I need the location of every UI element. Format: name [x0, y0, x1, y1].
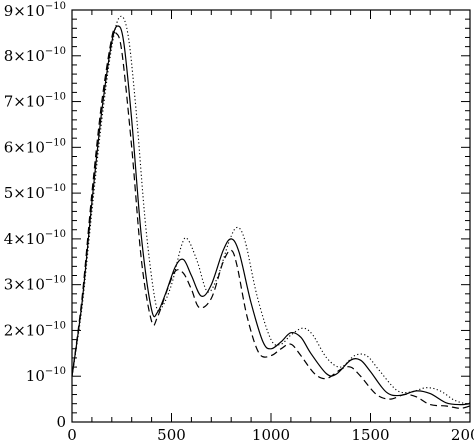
y-tick-label: 2×10−10 [4, 320, 66, 339]
x-tick-label: 1500 [351, 426, 389, 443]
series-line-solid [71, 25, 471, 406]
y-tick-label: 4×10−10 [4, 229, 66, 248]
x-tick-label: 0 [67, 426, 77, 443]
y-tick-label: 0 [56, 413, 66, 431]
plot-border [71, 9, 471, 423]
x-tick-label: 2000 [451, 426, 474, 443]
curves [71, 15, 471, 409]
series-line-dashed [71, 29, 471, 409]
y-tick-label: 8×10−10 [4, 46, 66, 65]
plot-frame [71, 9, 471, 423]
x-axis: 0 500 1000 1500 2000 [67, 10, 474, 443]
x-tick-label: 1000 [252, 426, 290, 443]
y-tick-label: 6×10−10 [4, 137, 66, 156]
y-axis: 0 10−10 2×10−10 3×10−10 4×10−10 5×10−10 6×10−1… [4, 1, 470, 431]
x-tick-label: 500 [157, 426, 186, 443]
y-tick-label: 10−10 [26, 366, 66, 385]
y-tick-label: 9×10−10 [4, 1, 66, 20]
y-tick-label: 7×10−10 [4, 92, 66, 111]
series-line-dotted [71, 15, 471, 405]
y-tick-label: 3×10−10 [4, 275, 66, 294]
y-tick-label: 5×10−10 [4, 183, 66, 202]
